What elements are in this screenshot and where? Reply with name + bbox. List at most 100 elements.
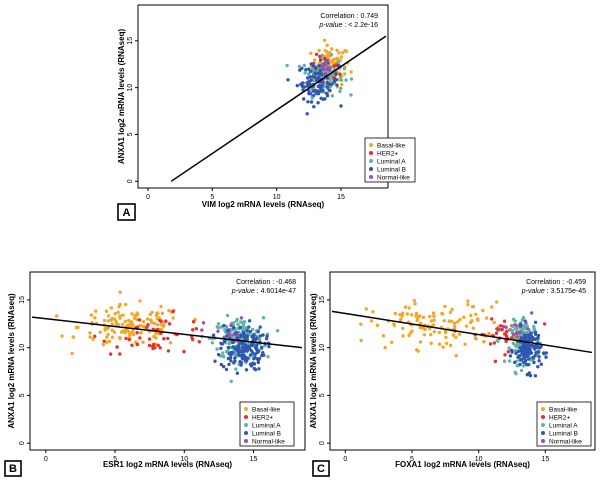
y-tick-label: 0 [127, 179, 134, 183]
point-luminal-a [297, 64, 302, 69]
point-luminal-b [219, 346, 223, 351]
point-basal-like [55, 314, 59, 318]
point-luminal-b [316, 84, 321, 89]
x-tick-label: 5 [210, 194, 214, 201]
legend-label: Luminal B [252, 430, 281, 437]
point-basal-like [369, 319, 374, 323]
point-basal-like [401, 326, 405, 330]
point-luminal-b [527, 357, 531, 361]
point-luminal-a [241, 323, 246, 327]
point-basal-like [70, 351, 74, 356]
point-luminal-a [221, 351, 225, 355]
point-basal-like [152, 321, 157, 326]
point-basal-like [91, 337, 95, 341]
point-basal-like [440, 312, 445, 316]
point-luminal-b [304, 68, 308, 72]
point-luminal-b [307, 89, 311, 93]
point-luminal-a [235, 317, 239, 322]
point-luminal-b [256, 358, 261, 362]
point-basal-like [410, 313, 414, 317]
point-basal-like [462, 315, 466, 319]
point-basal-like [106, 314, 111, 318]
point-luminal-a [513, 327, 517, 331]
pvalue-label: p-value [231, 288, 255, 295]
point-basal-like [105, 326, 109, 331]
point-basal-like [159, 327, 164, 332]
point-luminal-a [344, 78, 348, 82]
point-luminal-a [521, 315, 526, 320]
point-luminal-b [245, 328, 249, 333]
point-luminal-b [241, 330, 246, 335]
point-luminal-b [249, 364, 254, 368]
legend-marker [244, 407, 248, 411]
point-her2- [108, 352, 113, 356]
point-luminal-b [211, 333, 216, 337]
point-luminal-b [260, 345, 264, 349]
point-luminal-b [255, 350, 259, 355]
point-basal-like [437, 342, 442, 346]
point-her2- [138, 336, 142, 340]
point-luminal-b [516, 349, 520, 354]
point-luminal-b [312, 93, 316, 98]
point-basal-like [487, 331, 491, 336]
point-luminal-b [239, 360, 244, 364]
y-tick-label: 15 [19, 296, 26, 304]
point-luminal-a [219, 325, 224, 329]
legend-label: Luminal A [549, 422, 578, 429]
point-normal-like [216, 329, 220, 333]
point-luminal-a [261, 316, 266, 320]
point-basal-like [343, 72, 347, 76]
point-basal-like [155, 311, 159, 315]
point-luminal-b [295, 83, 299, 88]
point-basal-like [414, 311, 419, 316]
point-basal-like [88, 331, 92, 335]
point-luminal-a [329, 53, 333, 57]
point-normal-like [235, 333, 240, 337]
point-luminal-b [252, 366, 257, 371]
point-basal-like [150, 310, 154, 314]
point-luminal-b [238, 354, 243, 358]
point-luminal-b [325, 85, 330, 90]
x-tick-label: 15 [250, 456, 258, 463]
point-luminal-b [243, 334, 247, 338]
point-basal-like [442, 319, 446, 323]
point-luminal-a [339, 86, 343, 91]
point-luminal-b [314, 91, 318, 95]
point-basal-like [469, 313, 473, 318]
point-luminal-b [219, 362, 224, 367]
point-luminal-b [247, 319, 252, 323]
point-luminal-b [508, 354, 513, 358]
correlation-text: Correlation : -0.459 [526, 279, 586, 286]
point-basal-like [121, 313, 125, 317]
point-luminal-b [509, 348, 514, 352]
point-luminal-b [320, 80, 325, 84]
point-luminal-b [522, 356, 526, 360]
point-luminal-b [318, 58, 323, 62]
point-luminal-b [307, 91, 311, 96]
point-luminal-b [527, 352, 531, 356]
point-luminal-a [515, 364, 519, 368]
point-luminal-b [227, 328, 231, 332]
legend-marker [244, 415, 248, 419]
point-basal-like [160, 323, 165, 327]
point-her2- [166, 336, 170, 341]
legend-label: Normal-like [549, 438, 582, 445]
x-tick-label: 10 [180, 456, 188, 463]
point-basal-like [400, 311, 405, 315]
point-basal-like [116, 310, 120, 315]
point-basal-like [340, 82, 344, 87]
point-luminal-b [314, 66, 318, 71]
point-basal-like [155, 317, 159, 321]
plot-frame [29, 271, 306, 451]
point-luminal-b [524, 362, 529, 367]
point-basal-like [160, 311, 165, 315]
point-basal-like [127, 333, 132, 338]
point-luminal-b [242, 353, 246, 357]
point-basal-like [437, 330, 442, 335]
point-basal-like [149, 318, 153, 322]
legend-marker [541, 407, 545, 411]
point-basal-like [118, 314, 122, 318]
point-luminal-b [533, 330, 538, 335]
point-normal-like [530, 311, 534, 315]
